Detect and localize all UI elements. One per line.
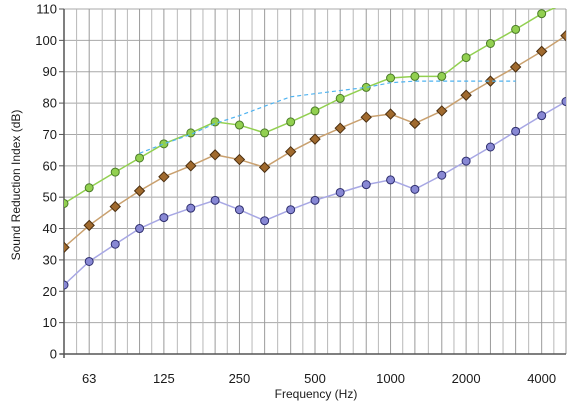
data-point — [260, 216, 270, 226]
x-tick-label: 4000 — [527, 371, 556, 386]
data-point — [561, 97, 566, 107]
data-point — [234, 120, 244, 130]
y-tick-label: 110 — [36, 2, 57, 17]
data-point — [159, 213, 169, 223]
x-tick-label: 1000 — [376, 371, 405, 386]
data-point — [64, 241, 70, 254]
data-point — [461, 53, 471, 63]
data-point — [511, 24, 521, 34]
data-point — [334, 122, 346, 134]
data-point — [159, 139, 169, 149]
data-point — [135, 153, 145, 163]
data-point — [109, 200, 121, 213]
grid — [63, 8, 567, 355]
data-point — [537, 111, 547, 121]
data-point — [84, 256, 94, 266]
series-line-4 — [139, 80, 516, 154]
y-tick-label: 90 — [43, 64, 57, 79]
tick-labels: 0 10 20 30 40 50 60 70 80 90 100 110 63 125 250 500 1000… — [35, 2, 556, 387]
x-axis-title: Frequency (Hz) — [275, 387, 358, 401]
data-point — [309, 133, 321, 145]
data-point — [234, 205, 244, 215]
x-tick-label: 63 — [82, 371, 96, 386]
data-point — [185, 160, 197, 172]
axes — [59, 8, 566, 358]
y-tick-label: 70 — [43, 127, 57, 142]
data-point — [386, 73, 396, 83]
y-axis-title: Sound Reduction Index (dB) — [9, 110, 23, 261]
data-point — [410, 184, 420, 194]
data-point — [335, 187, 345, 197]
data-point — [186, 203, 196, 213]
data-point — [310, 195, 320, 205]
y-tick-label: 100 — [35, 33, 57, 48]
data-point — [258, 161, 271, 174]
data-point — [64, 198, 69, 208]
x-tick-label: 125 — [153, 371, 175, 386]
data-point — [537, 9, 547, 19]
data-point — [110, 239, 120, 249]
x-tick-label: 500 — [304, 371, 326, 386]
data-point — [84, 183, 94, 193]
data-point — [509, 61, 522, 73]
data-point — [209, 149, 221, 161]
data-point — [158, 171, 170, 183]
data-point — [284, 145, 297, 158]
y-tick-label: 40 — [43, 221, 57, 236]
data-point — [133, 185, 146, 197]
data-point — [386, 175, 396, 185]
data-point — [335, 93, 345, 103]
data-point — [310, 106, 320, 116]
data-point — [286, 205, 296, 215]
data-point — [461, 156, 471, 166]
data-point — [409, 117, 421, 130]
data-point — [286, 117, 296, 127]
series-group — [64, 8, 566, 290]
x-tick-label: 250 — [229, 371, 251, 386]
data-point — [535, 45, 548, 58]
data-point — [511, 126, 521, 136]
y-tick-label: 50 — [43, 190, 57, 205]
data-point — [460, 89, 472, 101]
data-point — [260, 128, 270, 138]
data-point — [484, 75, 497, 87]
y-tick-label: 0 — [50, 347, 57, 362]
data-point — [110, 167, 120, 177]
y-tick-label: 20 — [43, 284, 57, 299]
y-tick-label: 10 — [43, 315, 57, 330]
y-tick-label: 30 — [43, 252, 57, 267]
data-point — [437, 170, 447, 180]
data-point — [135, 224, 145, 234]
data-point — [361, 180, 371, 190]
data-point — [436, 105, 448, 117]
data-point — [210, 195, 220, 205]
data-point — [384, 108, 397, 120]
data-point — [410, 71, 420, 81]
y-tick-label: 60 — [43, 158, 57, 173]
data-point — [485, 142, 495, 152]
data-point — [64, 280, 69, 290]
data-point — [360, 111, 372, 123]
data-point — [233, 153, 246, 166]
x-tick-label: 2000 — [452, 371, 481, 386]
data-point — [83, 219, 95, 232]
data-point — [560, 29, 566, 42]
data-point — [485, 39, 495, 48]
y-tick-label: 80 — [43, 96, 57, 111]
data-point — [437, 71, 447, 81]
